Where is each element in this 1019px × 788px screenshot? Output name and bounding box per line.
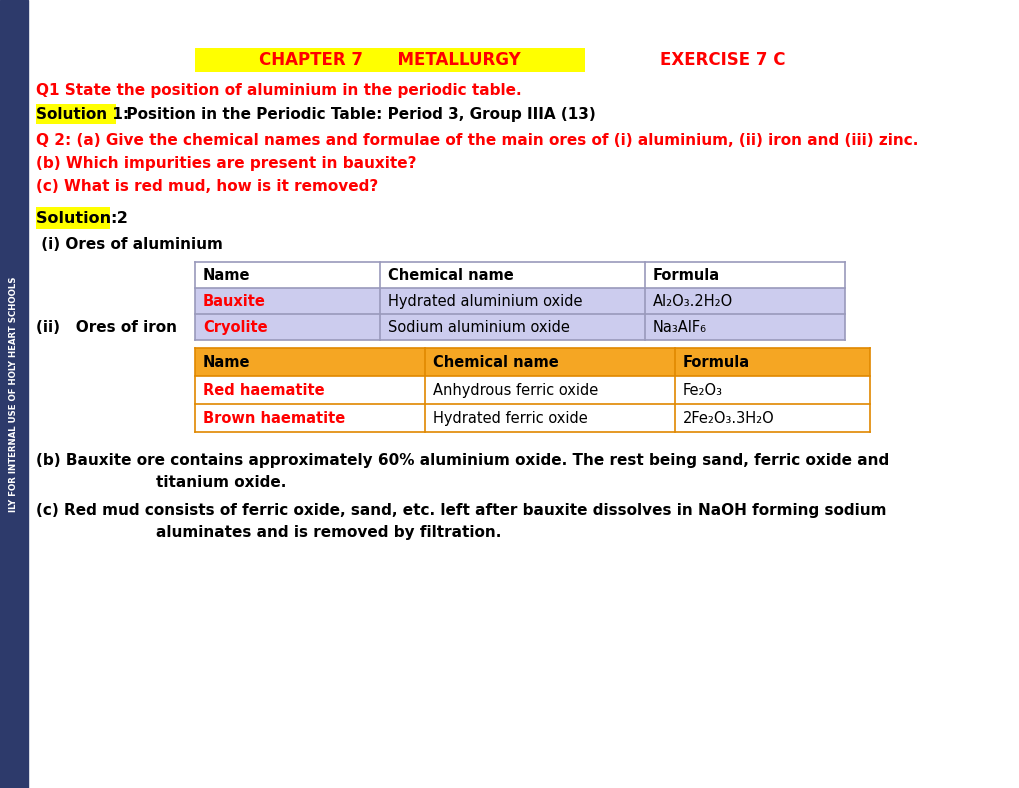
Text: Hydrated ferric oxide: Hydrated ferric oxide (433, 411, 587, 426)
Text: Bauxite: Bauxite (203, 293, 266, 308)
Text: Solution 2: Solution 2 (36, 210, 127, 225)
Text: Name: Name (203, 267, 251, 283)
Text: titanium oxide.: titanium oxide. (156, 474, 286, 489)
Text: (i) Ores of aluminium: (i) Ores of aluminium (36, 236, 223, 251)
Text: Solution 1:: Solution 1: (36, 106, 129, 121)
Text: Anhydrous ferric oxide: Anhydrous ferric oxide (433, 382, 598, 397)
Text: Na₃AlF₆: Na₃AlF₆ (652, 319, 706, 334)
Text: Al₂O₃.2H₂O: Al₂O₃.2H₂O (652, 293, 733, 308)
Bar (195, 404, 869, 432)
Text: Q1 State the position of aluminium in the periodic table.: Q1 State the position of aluminium in th… (36, 83, 521, 98)
Text: (b) Which impurities are present in bauxite?: (b) Which impurities are present in baux… (36, 155, 416, 170)
Bar (36, 104, 116, 124)
Text: ILY FOR INTERNAL USE OF HOLY HEART SCHOOLS: ILY FOR INTERNAL USE OF HOLY HEART SCHOO… (9, 277, 18, 511)
Text: Position in the Periodic Table: Period 3, Group IIIA (13): Position in the Periodic Table: Period 3… (116, 106, 595, 121)
Text: Hydrated aluminium oxide: Hydrated aluminium oxide (387, 293, 582, 308)
Bar (195, 288, 844, 314)
Text: Formula: Formula (652, 267, 719, 283)
Text: (ii)   Ores of iron: (ii) Ores of iron (36, 319, 177, 334)
Text: Name: Name (203, 355, 251, 370)
Bar (195, 348, 869, 376)
Text: 2Fe₂O₃.3H₂O: 2Fe₂O₃.3H₂O (683, 411, 774, 426)
Text: Red haematite: Red haematite (203, 382, 324, 397)
Text: (c) Red mud consists of ferric oxide, sand, etc. left after bauxite dissolves in: (c) Red mud consists of ferric oxide, sa… (36, 503, 886, 518)
Bar (36, 207, 110, 229)
Text: Brown haematite: Brown haematite (203, 411, 344, 426)
Text: Cryolite: Cryolite (203, 319, 267, 334)
Bar (195, 262, 844, 288)
Bar (195, 376, 869, 404)
Text: Chemical name: Chemical name (433, 355, 558, 370)
Text: Formula: Formula (683, 355, 749, 370)
Text: :: : (110, 210, 116, 225)
Text: Fe₂O₃: Fe₂O₃ (683, 382, 722, 397)
Text: Sodium aluminium oxide: Sodium aluminium oxide (387, 319, 570, 334)
Text: CHAPTER 7      METALLURGY: CHAPTER 7 METALLURGY (259, 51, 521, 69)
Text: aluminates and is removed by filtration.: aluminates and is removed by filtration. (156, 525, 501, 540)
Text: Chemical name: Chemical name (387, 267, 514, 283)
Bar (0, 0, 28, 788)
Text: Q 2: (a) Give the chemical names and formulae of the main ores of (i) aluminium,: Q 2: (a) Give the chemical names and for… (36, 132, 917, 147)
Text: EXERCISE 7 C: EXERCISE 7 C (659, 51, 785, 69)
Bar (195, 314, 844, 340)
Text: (b) Bauxite ore contains approximately 60% aluminium oxide. The rest being sand,: (b) Bauxite ore contains approximately 6… (36, 452, 889, 467)
Text: (c) What is red mud, how is it removed?: (c) What is red mud, how is it removed? (36, 179, 378, 194)
Bar (195, 48, 585, 72)
